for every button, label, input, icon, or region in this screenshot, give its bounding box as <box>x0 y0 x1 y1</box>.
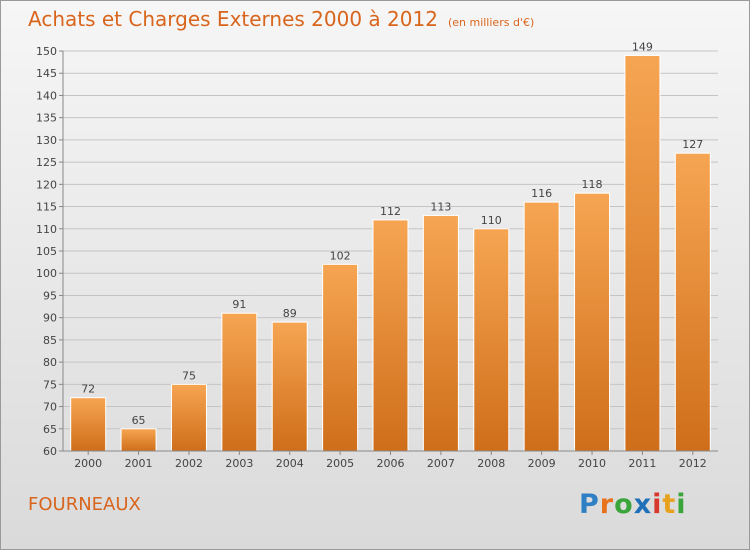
bar-2012 <box>674 152 711 452</box>
x-tick-label: 2012 <box>679 457 707 470</box>
y-tick-label: 80 <box>43 356 57 369</box>
y-tick-label: 85 <box>43 334 57 347</box>
data-label: 113 <box>430 200 451 213</box>
title-text: Achats et Charges Externes 2000 à 2012 <box>28 7 438 31</box>
bar-2008 <box>473 228 510 452</box>
bars: 72 65 75 91 89 102 112 113 110 116 118 149 127 <box>70 40 711 452</box>
y-tick-label: 100 <box>36 267 57 280</box>
logo-letter: o <box>614 489 634 520</box>
chart-title: Achats et Charges Externes 2000 à 2012 (e… <box>28 7 534 31</box>
y-tick-label: 110 <box>36 223 57 236</box>
y-tick-label: 105 <box>36 245 57 258</box>
x-tick-label: 2000 <box>74 457 102 470</box>
data-label: 89 <box>283 307 297 320</box>
y-tick-label: 120 <box>36 178 57 191</box>
logo-letter: r <box>599 489 615 520</box>
logo-letter: i <box>652 489 663 520</box>
proxiti-logo: Proxiti <box>579 489 687 520</box>
y-tick-label: 145 <box>36 67 57 80</box>
bar-2010 <box>574 192 611 452</box>
logo-letter: i <box>676 489 687 520</box>
x-tick-label: 2011 <box>628 457 656 470</box>
data-label: 91 <box>232 298 246 311</box>
data-label: 110 <box>481 214 502 227</box>
bar-2009 <box>523 201 560 452</box>
data-label: 112 <box>380 205 401 218</box>
bar-2003 <box>221 312 258 452</box>
data-label: 149 <box>632 40 653 53</box>
x-tick-label: 2008 <box>477 457 505 470</box>
data-label: 127 <box>682 138 703 151</box>
x-axis: 2000 2001 2002 2003 2004 2005 2006 2007 2008 2009… <box>63 450 718 470</box>
bar-2006 <box>372 219 409 452</box>
bar-2002 <box>170 383 207 452</box>
data-label: 118 <box>582 178 603 191</box>
y-tick-label: 90 <box>43 312 57 325</box>
data-label: 75 <box>182 369 196 382</box>
bar-2007 <box>422 214 459 452</box>
data-label: 116 <box>531 187 552 200</box>
title-subtitle: (en milliers d'€) <box>447 16 535 29</box>
logo-letter: t <box>662 489 677 520</box>
y-tick-label: 135 <box>36 112 57 125</box>
x-tick-label: 2004 <box>276 457 304 470</box>
x-tick-label: 2005 <box>326 457 354 470</box>
y-tick-label: 75 <box>43 378 57 391</box>
bar-2004 <box>271 321 308 452</box>
y-tick-label: 70 <box>43 401 57 414</box>
x-tick-label: 2003 <box>225 457 253 470</box>
x-tick-label: 2006 <box>377 457 405 470</box>
x-tick-label: 2007 <box>427 457 455 470</box>
x-tick-label: 2002 <box>175 457 203 470</box>
x-tick-label: 2009 <box>528 457 556 470</box>
x-tick-label: 2001 <box>125 457 153 470</box>
logo-letter: x <box>633 489 653 520</box>
data-label: 65 <box>132 414 146 427</box>
y-tick-label: 95 <box>43 289 57 302</box>
commune-name: FOURNEAUX <box>28 494 141 515</box>
y-tick-label: 65 <box>43 423 57 436</box>
logo-letter: P <box>579 489 600 520</box>
data-label: 102 <box>330 249 351 262</box>
y-tick-label: 130 <box>36 134 57 147</box>
y-tick-label: 115 <box>36 201 57 214</box>
bar-2005 <box>322 263 359 452</box>
y-tick-label: 150 <box>36 45 57 58</box>
bar-2001 <box>120 428 157 452</box>
bar-2011 <box>624 54 661 452</box>
y-tick-label: 60 <box>43 445 57 458</box>
data-label: 72 <box>81 383 95 396</box>
y-axis: 60 65 70 75 80 85 90 95 100 105 110 115 120 125 130 135… <box>36 45 64 458</box>
y-tick-label: 140 <box>36 89 57 102</box>
y-tick-label: 125 <box>36 156 57 169</box>
bar-2000 <box>70 397 107 452</box>
x-tick-label: 2010 <box>578 457 606 470</box>
